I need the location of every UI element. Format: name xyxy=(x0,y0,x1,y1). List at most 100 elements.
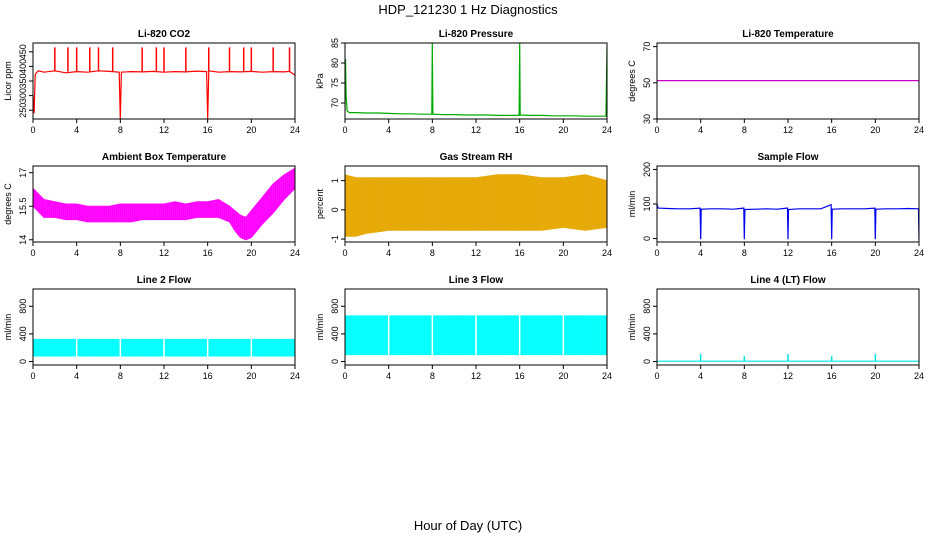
plot-area xyxy=(345,43,607,117)
y-axis-label: Licor ppm xyxy=(3,61,13,101)
x-tick-label: 24 xyxy=(914,248,924,258)
x-tick-label: 12 xyxy=(471,248,481,258)
x-tick-label: 0 xyxy=(654,248,659,258)
y-tick-label: 0 xyxy=(18,359,28,364)
x-tick-label: 16 xyxy=(203,248,213,258)
x-tick-label: 8 xyxy=(742,371,747,381)
y-tick-label: 800 xyxy=(18,299,28,314)
x-tick-label: 20 xyxy=(558,125,568,135)
y-tick-label: 0 xyxy=(642,359,652,364)
x-tick-label: 16 xyxy=(515,248,525,258)
x-tick-label: 20 xyxy=(558,371,568,381)
x-tick-label: 0 xyxy=(342,125,347,135)
x-tick-label: 20 xyxy=(870,248,880,258)
panel-title: Ambient Box Temperature xyxy=(102,152,227,163)
y-axis-label: ml/min xyxy=(627,314,637,341)
x-tick-label: 24 xyxy=(602,125,612,135)
plot-frame xyxy=(656,288,920,366)
plot-area xyxy=(345,289,607,365)
x-tick-label: 12 xyxy=(783,125,793,135)
y-tick-label: 200 xyxy=(642,162,652,177)
x-tick-label: 24 xyxy=(290,125,300,135)
x-tick-label: 20 xyxy=(870,125,880,135)
panel-3: Ambient Box Temperature 0 4 8 12 16 20 24 14 15.5… xyxy=(3,152,300,258)
x-tick-label: 24 xyxy=(290,371,300,381)
x-tick-label: 8 xyxy=(118,125,123,135)
x-tick-label: 4 xyxy=(74,248,79,258)
x-tick-label: 8 xyxy=(430,125,435,135)
y-axis-label: percent xyxy=(315,188,325,219)
x-tick-label: 24 xyxy=(290,248,300,258)
x-tick-label: 4 xyxy=(386,248,391,258)
plot-area xyxy=(657,353,919,362)
x-tick-label: 16 xyxy=(203,125,213,135)
x-tick-label: 16 xyxy=(515,371,525,381)
y-tick-label: 30 xyxy=(642,114,652,124)
x-tick-label: 4 xyxy=(74,371,79,381)
panel-7: Line 3 Flow 0 4 8 12 16 20 24 0 400 800 ml/min xyxy=(315,275,612,381)
y-tick-label: 1 xyxy=(330,178,340,183)
y-tick-label: 800 xyxy=(642,299,652,314)
x-tick-label: 4 xyxy=(698,248,703,258)
x-tick-label: 4 xyxy=(386,371,391,381)
x-tick-label: 8 xyxy=(430,248,435,258)
data-line-0 xyxy=(657,203,919,240)
panel-5: Sample Flow 0 4 8 12 16 20 24 0 100 200 ml/min xyxy=(627,152,924,258)
y-tick-label: 100 xyxy=(642,196,652,211)
data-band xyxy=(345,174,607,237)
x-tick-label: 0 xyxy=(342,371,347,381)
y-tick-label: 400 xyxy=(642,326,652,341)
x-tick-label: 4 xyxy=(74,125,79,135)
x-tick-label: 4 xyxy=(386,125,391,135)
y-tick-label: 70 xyxy=(642,42,652,52)
panel-title: Line 3 Flow xyxy=(449,275,504,286)
x-tick-label: 0 xyxy=(30,248,35,258)
x-tick-label: 12 xyxy=(783,371,793,381)
x-tick-label: 24 xyxy=(914,125,924,135)
panel-title: Line 4 (LT) Flow xyxy=(750,275,826,286)
y-tick-label: 0 xyxy=(330,359,340,364)
y-tick-label: 400 xyxy=(330,326,340,341)
x-tick-label: 0 xyxy=(30,371,35,381)
x-tick-label: 4 xyxy=(698,125,703,135)
x-tick-label: 20 xyxy=(558,248,568,258)
x-tick-label: 0 xyxy=(654,371,659,381)
data-line-0 xyxy=(33,70,295,119)
panel-title: Li-820 CO2 xyxy=(138,29,191,40)
y-tick-label: 450 xyxy=(18,44,28,59)
y-tick-label: 14 xyxy=(18,235,28,245)
y-tick-label: 75 xyxy=(330,78,340,88)
panel-title: Line 2 Flow xyxy=(137,275,192,286)
x-tick-label: 16 xyxy=(203,371,213,381)
y-tick-label: 350 xyxy=(18,73,28,88)
x-tick-label: 24 xyxy=(602,248,612,258)
y-tick-label: 250 xyxy=(18,103,28,118)
x-tick-label: 16 xyxy=(827,125,837,135)
plot-frame xyxy=(344,42,608,120)
plot-area xyxy=(33,166,295,242)
y-tick-label: 400 xyxy=(18,326,28,341)
x-tick-label: 4 xyxy=(698,371,703,381)
y-tick-label: 0 xyxy=(330,207,340,212)
plot-area xyxy=(33,289,295,365)
panel-title: Gas Stream RH xyxy=(440,152,513,163)
panel-title: Sample Flow xyxy=(757,152,818,163)
x-tick-label: 20 xyxy=(246,371,256,381)
panel-title: Li-820 Temperature xyxy=(742,29,834,40)
y-tick-label: 300 xyxy=(18,88,28,103)
panel-2: Li-820 Temperature 0 4 8 12 16 20 24 30 50 70 degre… xyxy=(627,29,924,135)
x-tick-label: 16 xyxy=(515,125,525,135)
y-tick-label: 50 xyxy=(642,78,652,88)
x-tick-label: 12 xyxy=(159,125,169,135)
x-tick-label: 0 xyxy=(30,125,35,135)
x-tick-label: 8 xyxy=(430,371,435,381)
x-tick-label: 8 xyxy=(118,371,123,381)
x-tick-label: 0 xyxy=(654,125,659,135)
x-tick-label: 0 xyxy=(342,248,347,258)
panel-6: Line 2 Flow 0 4 8 12 16 20 24 0 400 800 ml/min xyxy=(3,275,300,381)
y-tick-label: 80 xyxy=(330,58,340,68)
x-tick-label: 20 xyxy=(246,125,256,135)
x-tick-label: 16 xyxy=(827,248,837,258)
figure-title: HDP_121230 1 Hz Diagnostics xyxy=(378,2,558,17)
